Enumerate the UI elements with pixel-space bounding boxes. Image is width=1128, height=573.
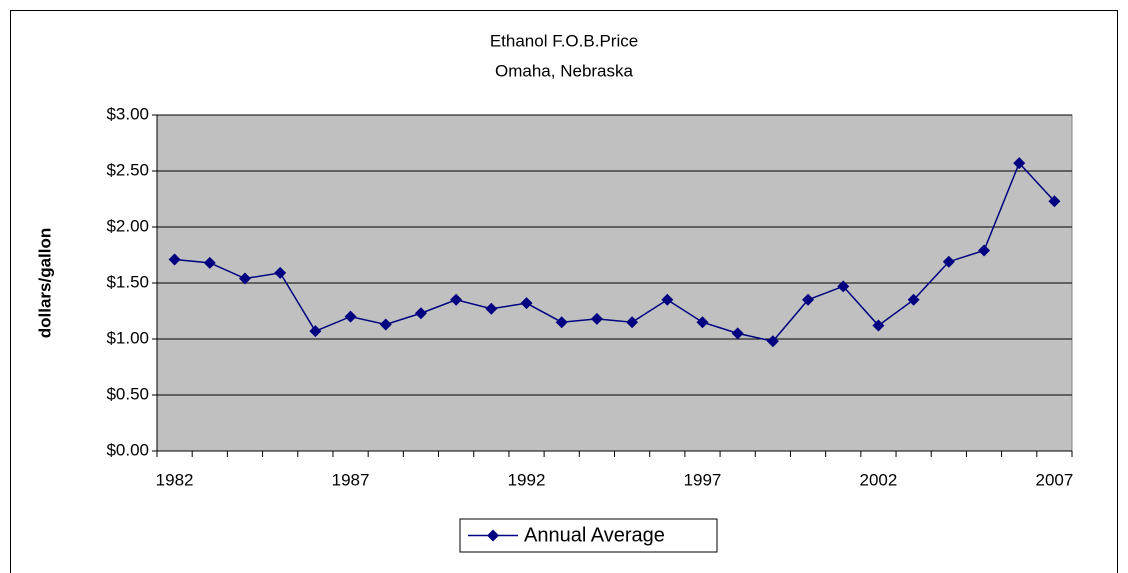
data-point: [978, 244, 991, 257]
data-point: [766, 335, 779, 348]
data-point: [485, 302, 498, 315]
y-tick-label: $0.50: [106, 384, 149, 403]
x-tick-label: 2007: [1035, 470, 1073, 489]
data-point: [203, 256, 216, 269]
data-point: [238, 272, 251, 285]
y-tick-label: $1.50: [106, 272, 149, 291]
data-point: [731, 327, 744, 340]
data-point: [907, 293, 920, 306]
data-point: [802, 293, 815, 306]
data-point: [168, 253, 181, 266]
data-point: [414, 307, 427, 320]
data-point: [274, 266, 287, 279]
data-point: [626, 316, 639, 329]
x-tick-label: 1982: [156, 470, 194, 489]
chart-title: Ethanol F.O.B.Price: [490, 31, 638, 50]
data-point: [344, 310, 357, 323]
data-point: [590, 312, 603, 325]
data-point: [661, 293, 674, 306]
x-tick-label: 1997: [684, 470, 722, 489]
y-tick-label: $2.00: [106, 216, 149, 235]
y-tick-label: $0.00: [106, 440, 149, 459]
data-point: [696, 316, 709, 329]
data-point: [1013, 157, 1026, 170]
data-point: [1048, 195, 1061, 208]
data-point: [450, 293, 463, 306]
chart-subtitle: Omaha, Nebraska: [495, 61, 633, 80]
x-tick-label: 2002: [860, 470, 898, 489]
data-point: [837, 280, 850, 293]
chart-border: [10, 10, 1118, 573]
data-point: [872, 319, 885, 332]
y-tick-label: $2.50: [106, 160, 149, 179]
x-tick-label: 1992: [508, 470, 546, 489]
data-point: [520, 297, 533, 310]
x-tick-label: 1987: [332, 470, 370, 489]
y-tick-label: $1.00: [106, 328, 149, 347]
y-tick-label: $3.00: [106, 104, 149, 123]
series-line: [174, 161, 1055, 343]
legend-marker: [487, 529, 499, 542]
data-point: [309, 325, 322, 338]
data-point: [555, 316, 568, 329]
legend-label: Annual Average: [524, 524, 665, 546]
y-axis-label: dollars/gallon: [35, 228, 54, 339]
data-point: [379, 318, 392, 331]
data-point: [942, 255, 955, 268]
